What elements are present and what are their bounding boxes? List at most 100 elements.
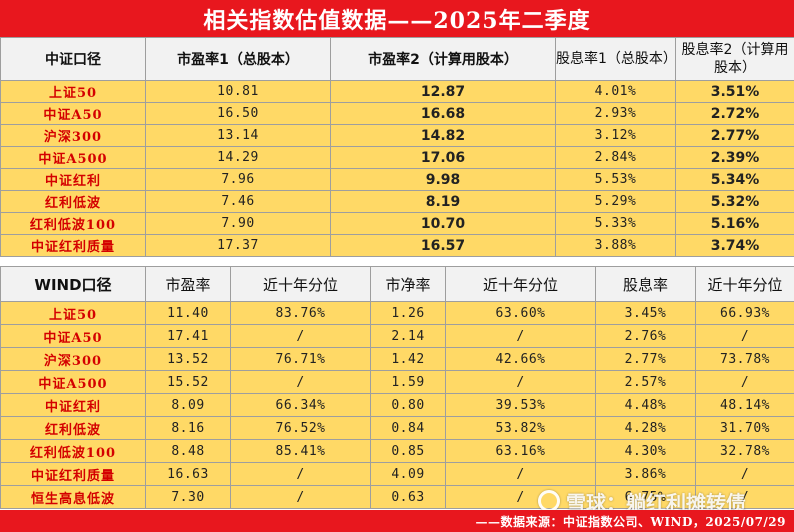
page-title: 相关指数估值数据——2025年二季度	[0, 0, 794, 37]
dy-value: 3.45%	[595, 301, 696, 325]
index-name: 红利低波	[0, 190, 146, 213]
dy2-value: 2.39%	[675, 146, 794, 169]
dy1-value: 4.01%	[555, 80, 676, 103]
dy-percentile-value: /	[695, 485, 794, 509]
header-dy1: 股息率1（总股本）	[555, 37, 676, 81]
index-name: 红利低波100	[0, 439, 146, 463]
wind-valuation-table: WIND口径 市盈率 近十年分位 市净率 近十年分位 股息率 近十年分位 上证5…	[0, 266, 794, 509]
pe1-value: 7.90	[145, 212, 331, 235]
dy-value: 2.76%	[595, 324, 696, 348]
pe-value: 11.40	[145, 301, 231, 325]
pb-percentile-value: /	[445, 324, 596, 348]
pe1-value: 17.37	[145, 234, 331, 257]
pe1-value: 7.96	[145, 168, 331, 191]
table-row: 沪深300 13.52 76.71% 1.42 42.66% 2.77% 73.78%	[0, 347, 794, 371]
dy-value: 4.48%	[595, 393, 696, 417]
table-row: 中证A50 16.50 16.68 2.93% 2.72%	[0, 102, 794, 125]
pb-percentile-value: /	[445, 370, 596, 394]
data-source-footer: ——数据来源：中证指数公司、WIND，2025/07/29	[0, 510, 794, 532]
pb-percentile-value: 42.66%	[445, 347, 596, 371]
table-row: 中证红利质量 17.37 16.57 3.88% 3.74%	[0, 234, 794, 257]
table-row: 上证50 10.81 12.87 4.01% 3.51%	[0, 80, 794, 103]
table-row: 中证红利 8.09 66.34% 0.80 39.53% 4.48% 48.14%	[0, 393, 794, 417]
dy-value: 2.57%	[595, 370, 696, 394]
pb-percentile-value: 39.53%	[445, 393, 596, 417]
pe1-value: 10.81	[145, 80, 331, 103]
dy-percentile-value: /	[695, 462, 794, 486]
header-pe: 市盈率	[145, 266, 231, 302]
table-row: 红利低波100 7.90 10.70 5.33% 5.16%	[0, 212, 794, 235]
pe1-value: 14.29	[145, 146, 331, 169]
pe1-value: 16.50	[145, 102, 331, 125]
dy-percentile-value: 31.70%	[695, 416, 794, 440]
dy-percentile-value: 48.14%	[695, 393, 794, 417]
pe2-value: 10.70	[330, 212, 556, 235]
dy2-value: 2.72%	[675, 102, 794, 125]
table-row: 中证A500 15.52/1.59/2.57% /	[0, 370, 794, 394]
dy1-value: 2.93%	[555, 102, 676, 125]
pe1-value: 7.46	[145, 190, 331, 213]
pe2-value: 16.68	[330, 102, 556, 125]
header-dy: 股息率	[595, 266, 696, 302]
pb-value: 0.63	[370, 485, 446, 509]
wind-header-row: WIND口径 市盈率 近十年分位 市净率 近十年分位 股息率 近十年分位	[0, 266, 794, 302]
dy-percentile-value: 66.93%	[695, 301, 794, 325]
dy2-value: 5.16%	[675, 212, 794, 235]
table-row: 沪深300 13.14 14.82 3.12% 2.77%	[0, 124, 794, 147]
pb-percentile-value: /	[445, 462, 596, 486]
index-name: 中证A50	[0, 102, 146, 125]
index-name: 中证红利	[0, 168, 146, 191]
header-pe1: 市盈率1（总股本）	[145, 37, 331, 81]
table-row: 中证A500 14.29 17.06 2.84% 2.39%	[0, 146, 794, 169]
pe2-value: 8.19	[330, 190, 556, 213]
pb-value: 2.14	[370, 324, 446, 348]
index-name: 沪深300	[0, 124, 146, 147]
index-name: 中证红利质量	[0, 462, 146, 486]
csi-valuation-table: 中证口径 市盈率1（总股本） 市盈率2（计算用股本） 股息率1（总股本） 股息率…	[0, 37, 794, 257]
pe-percentile-value: 83.76%	[230, 301, 371, 325]
pe2-value: 17.06	[330, 146, 556, 169]
index-name: 上证50	[0, 80, 146, 103]
table-row: 中证红利质量 16.63/4.09/3.86% /	[0, 462, 794, 486]
pe2-value: 12.87	[330, 80, 556, 103]
header-dy-percentile: 近十年分位	[695, 266, 794, 302]
index-name: 中证红利质量	[0, 234, 146, 257]
dy2-value: 3.74%	[675, 234, 794, 257]
index-name: 中证红利	[0, 393, 146, 417]
dy1-value: 3.88%	[555, 234, 676, 257]
dy-value: 4.28%	[595, 416, 696, 440]
header-pe2: 市盈率2（计算用股本）	[330, 37, 556, 81]
dy1-value: 2.84%	[555, 146, 676, 169]
wind-table-body: 上证50 11.40 83.76% 1.26 63.60% 3.45% 66.93% 中证A5…	[0, 301, 794, 509]
pe-percentile-value: 76.52%	[230, 416, 371, 440]
dy1-value: 3.12%	[555, 124, 676, 147]
index-name: 中证A500	[0, 370, 146, 394]
table-row: 红利低波 7.46 8.19 5.29% 5.32%	[0, 190, 794, 213]
header-pb: 市净率	[370, 266, 446, 302]
pe-value: 17.41	[145, 324, 231, 348]
pb-percentile-value: 63.16%	[445, 439, 596, 463]
header-pb-percentile: 近十年分位	[445, 266, 596, 302]
index-name: 中证A500	[0, 146, 146, 169]
pe-value: 16.63	[145, 462, 231, 486]
xueqiu-logo-icon	[538, 490, 560, 512]
pb-value: 4.09	[370, 462, 446, 486]
dy2-value: 3.51%	[675, 80, 794, 103]
index-name: 沪深300	[0, 347, 146, 371]
pb-percentile-value: 53.82%	[445, 416, 596, 440]
dy-percentile-value: 32.78%	[695, 439, 794, 463]
table-row: 红利低波100 8.48 85.41% 0.85 63.16% 4.30% 32.78%	[0, 439, 794, 463]
pb-percentile-value: 63.60%	[445, 301, 596, 325]
dy1-value: 5.53%	[555, 168, 676, 191]
table-row: 红利低波 8.16 76.52% 0.84 53.82% 4.28% 31.70%	[0, 416, 794, 440]
pe2-value: 9.98	[330, 168, 556, 191]
pe-value: 8.48	[145, 439, 231, 463]
pe2-value: 14.82	[330, 124, 556, 147]
index-name: 红利低波100	[0, 212, 146, 235]
dy2-value: 5.34%	[675, 168, 794, 191]
pb-value: 1.26	[370, 301, 446, 325]
dy-value: 4.30%	[595, 439, 696, 463]
index-name: 上证50	[0, 301, 146, 325]
dy1-value: 5.29%	[555, 190, 676, 213]
